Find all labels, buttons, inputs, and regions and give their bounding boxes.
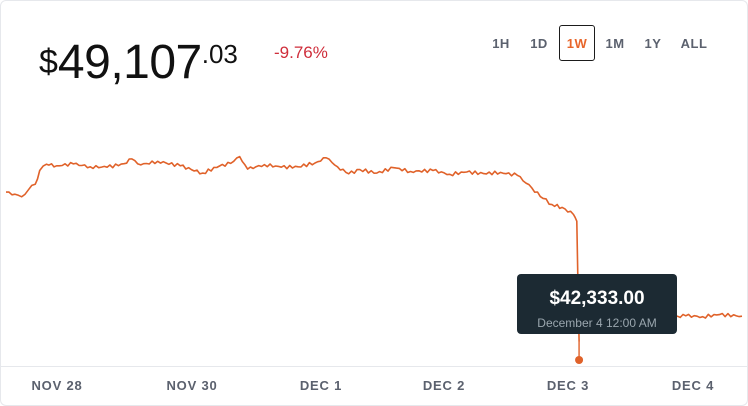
- x-tick-label: DEC 1: [299, 378, 343, 393]
- x-tick-label: DEC 3: [546, 378, 590, 393]
- highlight-point[interactable]: [575, 356, 584, 364]
- price-series-line-0: [6, 155, 580, 342]
- price-change: -9.76%: [274, 43, 328, 62]
- x-tick-label: NOV 30: [166, 378, 218, 393]
- range-1d-button[interactable]: 1D: [530, 35, 548, 51]
- range-1m-button[interactable]: 1M: [605, 35, 625, 51]
- price-tooltip: $42,333.00 December 4 12:00 AM: [517, 274, 677, 334]
- x-tick-label: DEC 2: [422, 378, 466, 393]
- x-axis-labels: NOV 28 NOV 30 DEC 1 DEC 2 DEC 3 DEC 4: [1, 378, 747, 394]
- range-1w-button[interactable]: 1W: [559, 25, 595, 61]
- tooltip-date: December 4 12:00 AM: [537, 316, 657, 330]
- price-main: 49,107: [57, 36, 202, 89]
- range-selector: 1H 1D 1W 1M 1Y ALL: [483, 25, 715, 61]
- range-1h-button[interactable]: 1H: [492, 35, 510, 51]
- currency-symbol: $: [39, 43, 58, 81]
- range-all-button[interactable]: ALL: [680, 35, 708, 51]
- range-1y-button[interactable]: 1Y: [644, 35, 662, 51]
- x-tick-label: DEC 4: [671, 378, 715, 393]
- x-axis-line: [1, 366, 747, 367]
- current-price: $ 49,107 .03: [39, 39, 238, 87]
- tooltip-value: $42,333.00: [549, 288, 645, 309]
- price-cents: .03: [201, 39, 238, 69]
- x-tick-label: NOV 28: [31, 378, 83, 393]
